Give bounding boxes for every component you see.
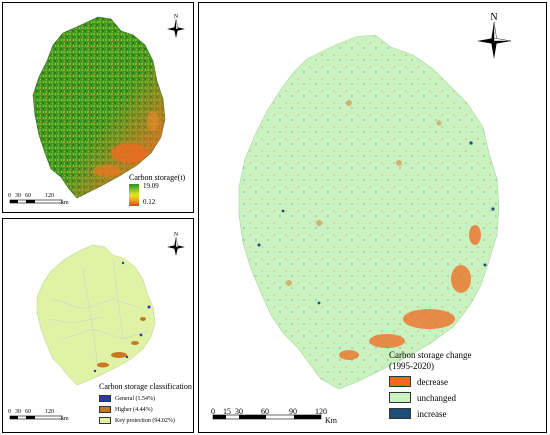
scale-bar (212, 414, 322, 420)
north-arrow-icon: N (475, 9, 513, 59)
scale-label-4: 90 (289, 407, 297, 416)
legend-item-general: General (1.54%) (99, 395, 155, 402)
legend-swatch (99, 406, 111, 413)
legend-item-unchanged: unchanged (389, 392, 456, 403)
scale-unit: Km (325, 416, 337, 425)
scale-label-2: 60 (25, 193, 31, 199)
legend-title-line1: Carbon storage change (389, 350, 472, 360)
north-label: N (174, 14, 179, 20)
scale-unit: km (61, 200, 69, 206)
legend-item-key-protection: Key protection (94.02%) (99, 417, 175, 424)
legend-title: Carbon storage classification (99, 382, 192, 391)
scale-label-0: 0 (8, 409, 11, 415)
classification-map (36, 244, 156, 386)
scale-label-5: 120 (315, 407, 327, 416)
legend-label: unchanged (417, 392, 456, 403)
scale-label-2: 30 (235, 407, 243, 416)
legend-title-line2: (1995-2020) (389, 361, 434, 371)
scale-bar (9, 199, 63, 204)
legend-label: Higher (4.44%) (115, 406, 153, 413)
legend-label: increase (417, 408, 447, 419)
north-label: N (174, 232, 179, 238)
legend-label: General (1.54%) (115, 395, 155, 402)
province-outline (238, 34, 500, 390)
north-label: N (490, 12, 497, 23)
legend-swatch (389, 392, 411, 403)
carbon-storage-map (32, 16, 166, 199)
carbon-storage-change-map (238, 34, 500, 390)
legend-item-decrease: decrease (389, 376, 448, 387)
scale-label-1: 15 (223, 407, 231, 416)
legend-swatch (99, 417, 111, 424)
legend-max: 19.09 (143, 182, 159, 190)
north-arrow-icon: N (165, 229, 187, 257)
scale-label-1: 30 (15, 193, 21, 199)
scale-bar (9, 415, 63, 420)
carbon-storage-change-panel: N Carbon storage change (1995-2020) decr… (198, 2, 547, 433)
scale-label-1: 30 (15, 409, 21, 415)
carbon-storage-map-panel: N Carbon storage(t) 19.09 0.12 0 30 60 1… (2, 2, 194, 213)
scale-label-2: 60 (25, 409, 31, 415)
scale-label-0: 0 (8, 193, 11, 199)
legend-min: 0.12 (143, 198, 156, 206)
scale-label-3: 60 (261, 407, 269, 416)
legend-item-higher: Higher (4.44%) (99, 406, 153, 413)
legend-swatch (99, 395, 111, 402)
scale-label-3: 120 (45, 409, 54, 415)
north-arrow-icon: N (165, 11, 187, 39)
scale-label-0: 0 (211, 407, 215, 416)
legend-label: decrease (417, 376, 448, 387)
legend-label: Key protection (94.02%) (115, 417, 175, 424)
legend-swatch (389, 376, 411, 387)
legend-swatch (389, 408, 411, 419)
carbon-storage-classification-panel: N Carbon storage classification General … (2, 218, 194, 433)
legend-title: Carbon storage(t) (129, 173, 186, 182)
gradient-ramp (129, 184, 139, 206)
scale-unit: km (61, 416, 69, 422)
province-outline (36, 244, 156, 386)
legend-item-increase: increase (389, 408, 446, 419)
scale-label-3: 120 (45, 193, 54, 199)
